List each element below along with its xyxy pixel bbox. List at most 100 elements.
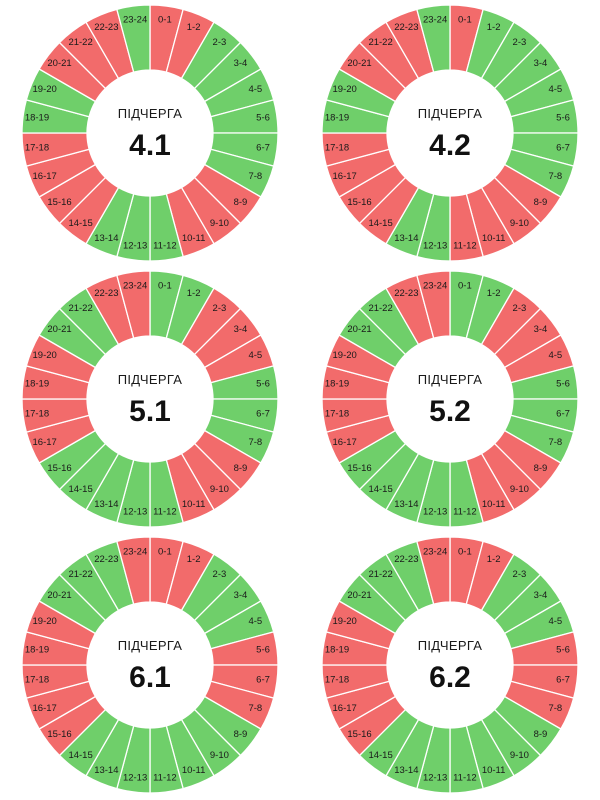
hour-label: 20-21 <box>47 58 71 69</box>
center-caption: ПІДЧЕРГА <box>118 372 183 387</box>
schedule-wheel-6-1: 0-1 1-2 2-3 3-4 4-5 5-6 6-7 7-8 8-9 9-10 10-11 11-1… <box>0 532 300 798</box>
schedule-wheel-4-1: 0-1 1-2 2-3 3-4 4-5 5-6 6-7 7-8 8-9 9-10 10-11 11-1… <box>0 0 300 266</box>
hour-label: 13-14 <box>94 499 118 510</box>
hour-label: 10-11 <box>182 499 206 510</box>
hour-label: 0-1 <box>458 280 472 291</box>
center-caption: ПІДЧЕРГА <box>418 638 483 653</box>
hour-label: 3-4 <box>234 324 248 335</box>
hour-label: 11-12 <box>153 507 177 518</box>
center-number: 5.1 <box>129 395 171 428</box>
hour-label: 15-16 <box>47 197 71 208</box>
hour-label: 22-23 <box>394 22 418 33</box>
hour-label: 15-16 <box>347 463 371 474</box>
hour-label: 5-6 <box>256 645 270 656</box>
hour-label: 16-17 <box>333 703 357 714</box>
hour-label: 14-15 <box>68 484 92 495</box>
hour-label: 13-14 <box>94 233 118 244</box>
center-number: 6.1 <box>129 661 171 694</box>
hour-label: 12-13 <box>123 507 147 518</box>
hour-label: 23-24 <box>123 280 147 291</box>
schedule-wheel-svg: 0-1 1-2 2-3 3-4 4-5 5-6 6-7 7-8 8-9 9-10 10-11 11-1… <box>321 270 579 528</box>
hour-label: 16-17 <box>33 703 57 714</box>
hour-label: 9-10 <box>210 484 229 495</box>
hour-label: 9-10 <box>510 750 529 761</box>
hour-label: 19-20 <box>33 84 57 95</box>
hour-label: 17-18 <box>325 142 349 153</box>
hour-label: 5-6 <box>556 379 570 390</box>
hour-label: 21-22 <box>368 37 392 48</box>
hour-label: 20-21 <box>47 590 71 601</box>
hour-label: 17-18 <box>25 674 49 685</box>
hour-label: 19-20 <box>333 350 357 361</box>
hour-label: 1-2 <box>187 22 201 33</box>
hour-label: 5-6 <box>556 113 570 124</box>
center-number: 6.2 <box>429 661 471 694</box>
hour-label: 21-22 <box>368 303 392 314</box>
hour-label: 2-3 <box>213 37 227 48</box>
hour-label: 15-16 <box>47 729 71 740</box>
hour-label: 7-8 <box>548 437 562 448</box>
hour-label: 8-9 <box>534 197 548 208</box>
hour-label: 23-24 <box>123 546 147 557</box>
hour-label: 9-10 <box>510 218 529 229</box>
hour-label: 22-23 <box>94 22 118 33</box>
hour-label: 14-15 <box>68 218 92 229</box>
hour-label: 18-19 <box>25 113 49 124</box>
center-number: 5.2 <box>429 395 471 428</box>
hour-label: 7-8 <box>248 703 262 714</box>
schedule-wheel-5-1: 0-1 1-2 2-3 3-4 4-5 5-6 6-7 7-8 8-9 9-10 10-11 11-1… <box>0 266 300 532</box>
hour-label: 16-17 <box>33 171 57 182</box>
hour-label: 2-3 <box>513 303 527 314</box>
hour-label: 19-20 <box>333 616 357 627</box>
hour-label: 7-8 <box>248 437 262 448</box>
hour-label: 4-5 <box>548 84 562 95</box>
hour-label: 9-10 <box>210 750 229 761</box>
hour-label: 6-7 <box>256 142 270 153</box>
hour-label: 18-19 <box>325 379 349 390</box>
schedule-wheel-4-2: 0-1 1-2 2-3 3-4 4-5 5-6 6-7 7-8 8-9 9-10 10-11 11-1… <box>300 0 600 266</box>
hour-label: 0-1 <box>158 14 172 25</box>
hour-label: 21-22 <box>68 569 92 580</box>
hour-label: 16-17 <box>33 437 57 448</box>
hour-label: 9-10 <box>210 218 229 229</box>
center-number: 4.1 <box>129 129 171 162</box>
hour-label: 9-10 <box>510 484 529 495</box>
hour-label: 6-7 <box>556 674 570 685</box>
hour-label: 2-3 <box>513 37 527 48</box>
hour-label: 17-18 <box>325 674 349 685</box>
hour-label: 8-9 <box>234 463 248 474</box>
hour-label: 20-21 <box>347 324 371 335</box>
hour-segment-23-24 <box>116 536 151 605</box>
hour-label: 19-20 <box>333 84 357 95</box>
hour-label: 1-2 <box>487 22 501 33</box>
hour-label: 22-23 <box>94 554 118 565</box>
hour-label: 19-20 <box>33 350 57 361</box>
hour-label: 8-9 <box>234 197 248 208</box>
hour-label: 5-6 <box>556 645 570 656</box>
hour-label: 22-23 <box>394 554 418 565</box>
hour-segment-23-24 <box>116 270 151 339</box>
hour-label: 0-1 <box>158 546 172 557</box>
hour-label: 8-9 <box>534 729 548 740</box>
hour-label: 12-13 <box>123 773 147 784</box>
hour-label: 6-7 <box>556 142 570 153</box>
hour-label: 17-18 <box>25 142 49 153</box>
hour-label: 3-4 <box>534 58 548 69</box>
hour-label: 21-22 <box>68 303 92 314</box>
hour-label: 6-7 <box>556 408 570 419</box>
hour-label: 18-19 <box>325 113 349 124</box>
hour-label: 3-4 <box>534 324 548 335</box>
hour-label: 10-11 <box>182 233 206 244</box>
hour-label: 2-3 <box>213 569 227 580</box>
hour-label: 11-12 <box>453 507 477 518</box>
hour-label: 4-5 <box>548 616 562 627</box>
schedule-wheel-5-2: 0-1 1-2 2-3 3-4 4-5 5-6 6-7 7-8 8-9 9-10 10-11 11-1… <box>300 266 600 532</box>
center-caption: ПІДЧЕРГА <box>118 638 183 653</box>
hour-label: 1-2 <box>487 288 501 299</box>
hour-label: 15-16 <box>347 197 371 208</box>
hour-label: 3-4 <box>534 590 548 601</box>
hour-label: 1-2 <box>487 554 501 565</box>
hour-label: 8-9 <box>534 463 548 474</box>
hour-label: 0-1 <box>458 546 472 557</box>
